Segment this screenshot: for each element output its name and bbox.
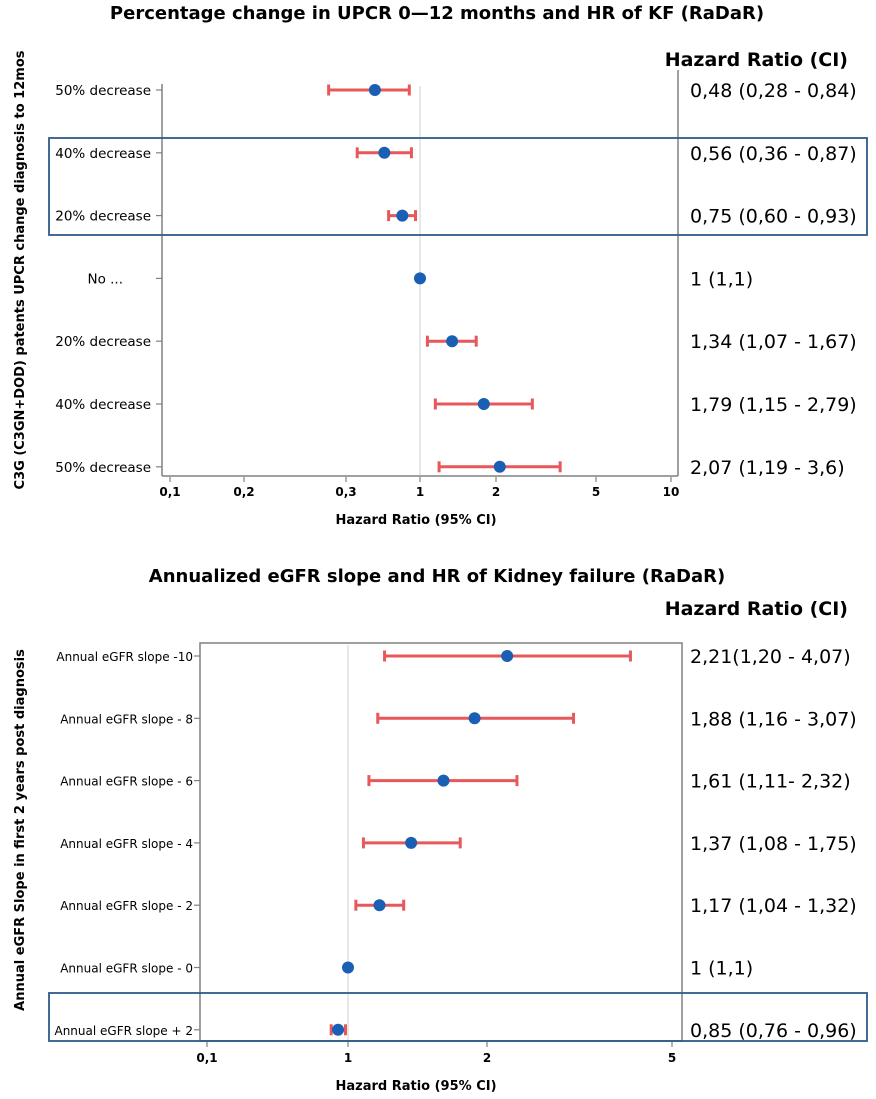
category-label-egfr: Annual eGFR slope -10 xyxy=(56,650,193,664)
x-tick-label-egfr: 2 xyxy=(483,1051,491,1065)
x-tick-label-upcr: 0,2 xyxy=(233,485,254,499)
category-label-upcr: 50% decrease xyxy=(55,83,151,99)
chart-title-upcr: Percentage change in UPCR 0—12 months an… xyxy=(110,3,764,24)
highlight-box-egfr xyxy=(48,992,868,1042)
hr-point-upcr xyxy=(477,398,490,410)
highlight-box-upcr xyxy=(48,137,868,236)
x-tick-label-upcr: 2 xyxy=(492,485,500,499)
x-tick-label-upcr: 1 xyxy=(416,485,424,499)
hr-point-egfr xyxy=(437,774,450,787)
hr-point-upcr xyxy=(414,272,426,285)
category-label-egfr: Annual eGFR slope + 2 xyxy=(54,1024,193,1038)
hr-value-text-egfr: 1 (1,1) xyxy=(690,958,753,980)
hr-point-upcr xyxy=(396,209,409,222)
x-axis-label-upcr: Hazard Ratio (95% CI) xyxy=(335,513,496,528)
hr-value-text-upcr: 1,34 (1,07 - 1,67) xyxy=(690,331,857,353)
x-tick-label-upcr: 5 xyxy=(592,485,600,499)
x-tick-label-egfr: 1 xyxy=(344,1051,352,1065)
hr-point-upcr xyxy=(493,460,506,473)
hr-value-text-upcr: 0,75 (0,60 - 0,93) xyxy=(690,206,857,228)
category-label-egfr: Annual eGFR slope - 8 xyxy=(60,712,193,726)
y-axis-label-egfr: Annual eGFR Slope in first 2 years post … xyxy=(13,649,28,1011)
x-tick-label-egfr: 5 xyxy=(668,1051,676,1065)
panel-upcr: Percentage change in UPCR 0—12 months an… xyxy=(13,3,868,528)
category-label-egfr: Annual eGFR slope - 4 xyxy=(60,837,193,851)
hr-point-upcr xyxy=(446,335,459,348)
hr-point-egfr xyxy=(342,961,354,974)
x-tick-label-upcr: 0,1 xyxy=(159,485,180,499)
hr-point-egfr xyxy=(501,650,514,662)
hr-value-text-egfr: 2,21(1,20 - 4,07) xyxy=(690,646,851,668)
hr-value-text-upcr: 1 (1,1) xyxy=(690,268,753,290)
hr-value-text-egfr: 1,88 (1,16 - 3,07) xyxy=(690,708,857,730)
x-tick-label-egfr: 0,1 xyxy=(196,1051,217,1065)
hr-point-egfr xyxy=(373,899,386,912)
hr-value-text-upcr: 2,07 (1,19 - 3,6) xyxy=(690,457,845,479)
hr-point-upcr xyxy=(378,146,391,159)
hr-value-text-egfr: 1,17 (1,04 - 1,32) xyxy=(690,895,857,917)
category-label-egfr: Annual eGFR slope - 2 xyxy=(60,899,193,913)
hr-point-egfr xyxy=(468,712,481,725)
hr-value-text-upcr: 0,48 (0,28 - 0,84) xyxy=(690,80,857,102)
y-axis-label-upcr: C3G (C3GN+DOD) patents UPCR change diagn… xyxy=(13,50,28,489)
chart-title-egfr: Annualized eGFR slope and HR of Kidney f… xyxy=(149,566,725,587)
category-label-upcr: 20% decrease xyxy=(55,334,151,350)
x-axis-label-egfr: Hazard Ratio (95% CI) xyxy=(335,1079,496,1094)
hr-header-egfr: Hazard Ratio (CI) xyxy=(665,598,848,620)
panel-egfr: Annualized eGFR slope and HR of Kidney f… xyxy=(13,566,868,1094)
hr-point-egfr xyxy=(332,1023,345,1036)
category-label-upcr: 50% decrease xyxy=(55,460,151,476)
category-label-upcr: 40% decrease xyxy=(55,146,151,162)
hr-header-upcr: Hazard Ratio (CI) xyxy=(665,49,848,71)
x-tick-label-upcr: 0,3 xyxy=(335,485,356,499)
hr-value-text-egfr: 0,85 (0,76 - 0,96) xyxy=(690,1020,857,1042)
category-label-upcr: No ... xyxy=(87,271,123,287)
hr-value-text-egfr: 1,37 (1,08 - 1,75) xyxy=(690,833,857,855)
category-label-upcr: 20% decrease xyxy=(55,209,151,225)
category-label-upcr: 40% decrease xyxy=(55,397,151,413)
x-tick-label-upcr: 10 xyxy=(663,485,680,499)
hr-point-egfr xyxy=(405,836,418,849)
category-label-egfr: Annual eGFR slope - 0 xyxy=(60,962,193,976)
hr-value-text-upcr: 1,79 (1,15 - 2,79) xyxy=(690,394,857,416)
category-label-egfr: Annual eGFR slope - 6 xyxy=(60,775,193,789)
hr-point-upcr xyxy=(368,84,381,96)
hr-value-text-egfr: 1,61 (1,11- 2,32) xyxy=(690,771,851,793)
hr-value-text-upcr: 0,56 (0,36 - 0,87) xyxy=(690,143,857,165)
